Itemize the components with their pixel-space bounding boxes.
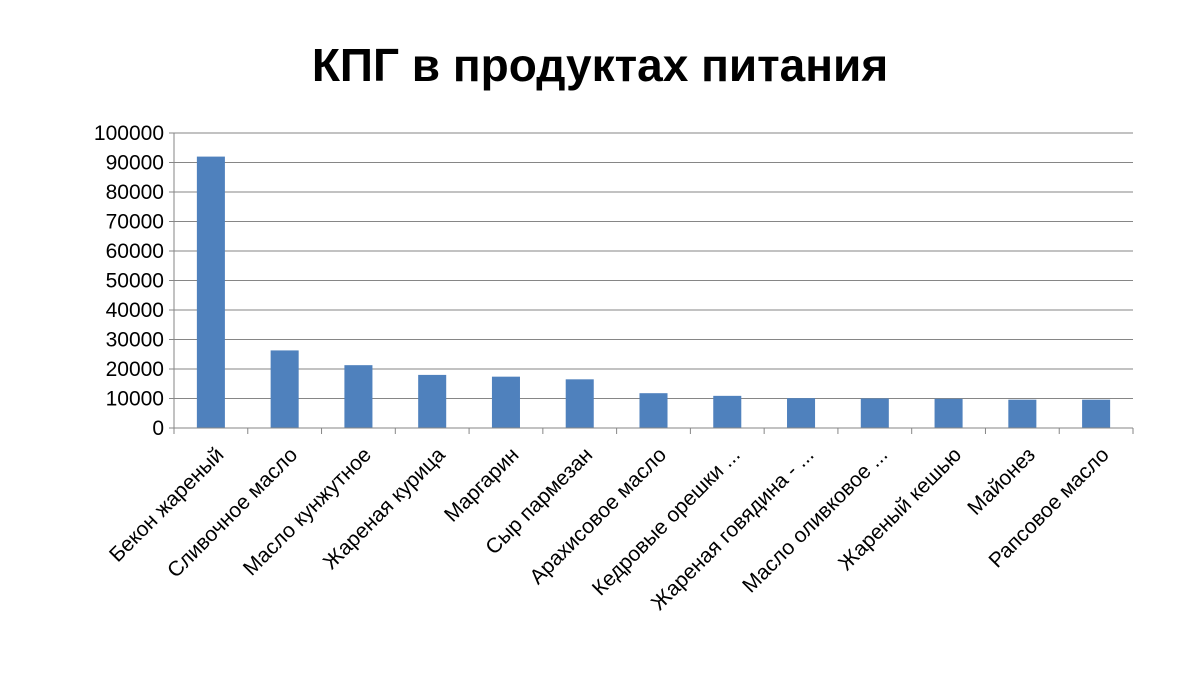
x-tick-label: Майонез	[963, 443, 1040, 520]
x-tick-label: Жареный кешью	[834, 443, 966, 575]
bar	[270, 350, 299, 428]
bar	[196, 156, 225, 428]
y-tick-label: 20000	[106, 358, 164, 381]
x-tick-label: Жареная курица	[319, 443, 450, 574]
bar	[639, 393, 668, 428]
bar	[418, 374, 447, 428]
y-tick-labels: 0 10000 20000 30000 40000 50000 60000 70000 8000…	[94, 122, 164, 440]
y-tick-label: 100000	[94, 122, 164, 145]
y-tick-label: 50000	[106, 270, 164, 293]
x-tick-label: Масло кунжутное	[239, 443, 376, 580]
gridlines	[174, 132, 1133, 399]
bar	[565, 379, 594, 428]
chart-title: КПГ в продуктах питания	[311, 39, 889, 91]
bar	[1082, 399, 1111, 428]
bar	[491, 376, 520, 428]
y-tick-label: 60000	[106, 240, 164, 263]
bar	[860, 398, 889, 428]
y-tick-label: 40000	[106, 299, 164, 322]
x-tick-label: Масло оливковое ...	[738, 443, 892, 597]
y-tick-label: 10000	[106, 388, 164, 411]
axes	[169, 132, 1134, 434]
bars	[196, 156, 1111, 428]
bar	[934, 398, 963, 428]
x-tick-label: Сливочное масло	[163, 443, 302, 582]
bar	[787, 398, 816, 428]
y-tick-label: 0	[152, 417, 164, 440]
x-tick-label: Арахисовое масло	[525, 443, 671, 589]
bar	[713, 395, 742, 428]
y-tick-label: 70000	[106, 211, 164, 234]
y-tick-label: 80000	[106, 181, 164, 204]
x-tick-label: Кедровые орешки ...	[588, 443, 745, 600]
bar	[344, 365, 373, 428]
bar	[1008, 399, 1037, 428]
y-tick-label: 90000	[106, 152, 164, 175]
y-tick-label: 30000	[106, 329, 164, 352]
